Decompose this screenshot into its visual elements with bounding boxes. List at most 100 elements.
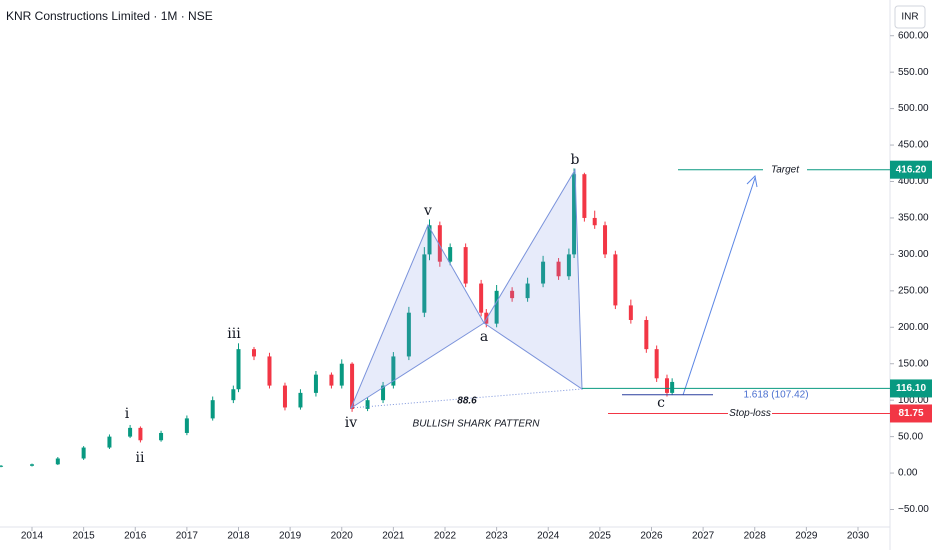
y-tick-label: 300.00 <box>898 249 929 260</box>
candle-body <box>582 174 587 218</box>
y-tick-label: 500.00 <box>898 103 929 114</box>
candle-body <box>406 312 411 357</box>
candle-body <box>313 374 318 393</box>
wave-label: b <box>571 152 580 168</box>
candle-body <box>644 319 649 350</box>
candle-body <box>541 261 546 284</box>
y-tick-label: 600.00 <box>898 30 929 41</box>
candle-body <box>231 389 236 401</box>
candle-body <box>159 432 164 441</box>
x-tick-label: 2018 <box>227 531 250 542</box>
y-tick-label: 250.00 <box>898 285 929 296</box>
pattern-bcd <box>483 168 583 390</box>
y-tick-label: 0.00 <box>898 468 918 479</box>
x-tick-label: 2020 <box>331 531 354 542</box>
candle-body <box>566 254 571 277</box>
currency: INR <box>901 12 918 23</box>
wave-label: c <box>657 395 665 411</box>
wave-label: a <box>480 329 488 345</box>
x-tick-label: 2023 <box>485 531 508 542</box>
y-tick-label: 450.00 <box>898 140 929 151</box>
candle-body <box>251 349 256 357</box>
candle-body <box>664 378 669 393</box>
x-tick-label: 2021 <box>382 531 405 542</box>
pattern-name: BULLISH SHARK PATTERN <box>413 419 541 430</box>
x-tick-label: 2024 <box>537 531 560 542</box>
candle-body <box>592 217 597 226</box>
price-tag-label: 116.10 <box>896 383 926 394</box>
candle-body <box>339 363 344 386</box>
candle-body <box>463 247 468 284</box>
candle-body <box>427 225 432 255</box>
level-name-bg <box>763 162 807 177</box>
x-tick-label: 2022 <box>434 531 457 542</box>
candle-body <box>107 436 112 448</box>
candle-body <box>670 381 675 393</box>
candle-body <box>329 374 334 386</box>
y-tick-label: 350.00 <box>898 213 929 224</box>
candle-body <box>654 349 659 379</box>
candle-body <box>525 283 530 299</box>
x-tick-label: 2030 <box>847 531 870 542</box>
candle-body <box>437 225 442 262</box>
candle-body <box>350 363 355 409</box>
candle-body <box>494 290 499 324</box>
candle-body <box>282 385 287 408</box>
x-tick-label: 2028 <box>744 531 767 542</box>
y-tick-label: 200.00 <box>898 322 929 333</box>
x-tick-label: 2014 <box>21 531 44 542</box>
candle-body <box>381 385 386 401</box>
candle-body <box>365 400 370 409</box>
fib-label: 1.618 (107.42) <box>743 389 808 400</box>
candle-body <box>391 356 396 386</box>
level-name: Stop-loss <box>729 408 771 419</box>
price-tag <box>890 404 932 423</box>
pattern-xab <box>349 223 485 410</box>
candle-body <box>30 464 35 466</box>
candle-body <box>422 254 427 313</box>
y-tick-label: 550.00 <box>898 67 929 78</box>
candle-body <box>613 254 618 306</box>
candle-body <box>628 305 633 320</box>
wave-label: ii <box>136 450 145 466</box>
pattern-overlay <box>349 168 758 410</box>
candle-body <box>267 356 272 386</box>
price-tag <box>890 379 932 398</box>
y-tick-label: 100.00 <box>898 395 929 406</box>
x-tick-label: 2017 <box>176 531 199 542</box>
candle-body <box>510 290 515 299</box>
level-name: Target <box>771 164 800 175</box>
wave-label: v <box>423 203 432 219</box>
candle-body <box>210 400 215 419</box>
candle-body <box>556 261 561 277</box>
chart-title: KNR Constructions Limited · 1M · NSE <box>6 9 213 23</box>
candle-body <box>81 447 86 459</box>
wave-label: iv <box>345 415 357 431</box>
y-tick-label: 50.00 <box>898 431 923 442</box>
candle-body <box>572 174 577 255</box>
candle-body <box>138 427 143 441</box>
candle-body <box>603 225 608 255</box>
pattern-ratio: 88.6 <box>457 396 477 407</box>
projection-arrow <box>682 174 758 396</box>
candle-body <box>128 427 133 437</box>
x-tick-label: 2016 <box>124 531 147 542</box>
candle-body <box>55 458 60 465</box>
y-tick-label: −50.00 <box>898 504 929 515</box>
candle-body <box>236 349 241 390</box>
candle-body <box>184 418 189 433</box>
wave-label: i <box>125 406 130 422</box>
wave-label: iii <box>227 326 241 342</box>
candle-body <box>479 283 484 313</box>
x-tick-label: 2026 <box>640 531 663 542</box>
price-tag-label: 81.75 <box>898 408 923 419</box>
candle-body <box>0 465 4 467</box>
x-tick-label: 2015 <box>73 531 96 542</box>
y-tick-label: 400.00 <box>898 176 929 187</box>
currency-box[interactable] <box>894 5 926 29</box>
y-tick-label: 150.00 <box>898 358 929 369</box>
candle-body <box>448 247 453 262</box>
level-name-bg <box>728 406 772 421</box>
x-tick-label: 2027 <box>692 531 715 542</box>
